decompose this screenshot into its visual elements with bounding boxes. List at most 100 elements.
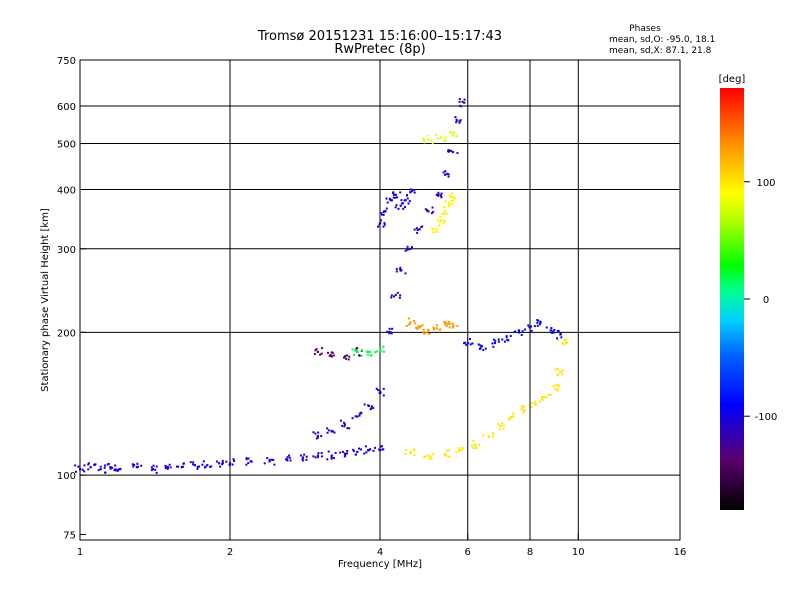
data-point: [444, 200, 447, 203]
data-point: [517, 329, 520, 332]
data-point: [444, 170, 447, 173]
y-axis-label: Stationary phase Virtual Height [km]: [40, 208, 51, 392]
data-point: [559, 333, 562, 336]
data-point: [437, 218, 440, 221]
data-point: [447, 173, 450, 176]
data-point: [455, 135, 458, 138]
data-point: [219, 465, 222, 468]
data-point: [429, 455, 432, 458]
data-point: [135, 466, 138, 469]
data-point: [332, 457, 335, 460]
data-point: [502, 427, 505, 430]
data-point: [409, 450, 412, 454]
data-point: [394, 193, 397, 196]
data-point: [430, 457, 433, 460]
data-point: [196, 465, 199, 468]
data-point: [164, 467, 167, 470]
data-point: [484, 347, 487, 350]
data-point: [474, 447, 477, 450]
data-point: [372, 449, 375, 452]
data-point: [198, 465, 201, 468]
data-point: [333, 431, 336, 434]
data-point: [453, 197, 456, 200]
data-point: [556, 330, 559, 333]
data-point: [402, 207, 405, 210]
data-point: [438, 221, 441, 224]
data-point: [480, 345, 483, 348]
data-point: [83, 470, 86, 473]
data-point: [563, 339, 566, 342]
data-point: [547, 393, 550, 396]
data-point: [473, 443, 477, 446]
data-point: [342, 450, 345, 453]
data-point: [380, 445, 383, 448]
data-point: [534, 402, 537, 405]
y-tick-label: 300: [57, 245, 76, 256]
data-point: [305, 455, 308, 458]
data-point: [498, 424, 501, 427]
data-point: [409, 247, 412, 250]
data-point: [497, 338, 500, 341]
data-point: [250, 460, 253, 463]
data-point: [404, 272, 407, 275]
data-point: [414, 322, 417, 325]
data-point: [385, 197, 388, 200]
data-point: [431, 231, 434, 234]
data-point: [375, 350, 378, 353]
data-point: [528, 326, 531, 329]
data-point: [314, 349, 317, 352]
data-point: [345, 452, 348, 455]
data-point: [557, 339, 560, 342]
data-point: [107, 462, 110, 465]
data-point: [408, 200, 411, 203]
data-point: [517, 331, 521, 334]
data-point: [379, 390, 382, 393]
data-point: [342, 421, 345, 424]
data-point: [535, 403, 538, 406]
data-point: [346, 449, 349, 452]
data-point: [507, 418, 510, 421]
data-point: [514, 330, 517, 333]
data-point: [326, 458, 329, 461]
data-point: [399, 204, 402, 207]
data-point: [356, 346, 359, 349]
y-tick-label: 500: [57, 140, 76, 151]
data-point: [463, 341, 466, 344]
data-point: [365, 350, 368, 353]
stats-line-1: mean, sd,O: -95.0, 18.1: [609, 35, 715, 45]
data-point: [536, 319, 539, 322]
data-point: [356, 350, 359, 353]
data-point: [520, 405, 523, 408]
data-point: [435, 228, 438, 231]
data-point: [343, 452, 347, 455]
data-point: [560, 336, 563, 339]
data-point: [168, 463, 171, 466]
data-point: [394, 293, 397, 296]
data-point: [448, 326, 451, 329]
data-point: [247, 457, 250, 460]
data-point: [509, 416, 512, 419]
data-point: [343, 455, 346, 458]
data-point: [344, 454, 347, 457]
data-point: [399, 267, 402, 270]
data-point: [406, 248, 409, 251]
data-point: [193, 464, 197, 467]
data-point: [454, 116, 457, 119]
data-point: [451, 322, 454, 325]
data-point: [111, 466, 114, 469]
data-point: [334, 451, 337, 454]
data-point: [361, 349, 364, 352]
data-point: [192, 463, 195, 466]
data-point: [452, 131, 455, 134]
data-point: [459, 104, 462, 107]
data-point: [545, 326, 548, 329]
data-point: [413, 320, 416, 323]
data-point: [520, 333, 523, 336]
data-point: [443, 212, 446, 215]
data-point: [114, 468, 117, 471]
data-point: [447, 175, 450, 178]
data-point: [367, 353, 370, 356]
data-point: [326, 351, 329, 354]
data-point: [383, 222, 386, 225]
data-point: [97, 469, 100, 472]
